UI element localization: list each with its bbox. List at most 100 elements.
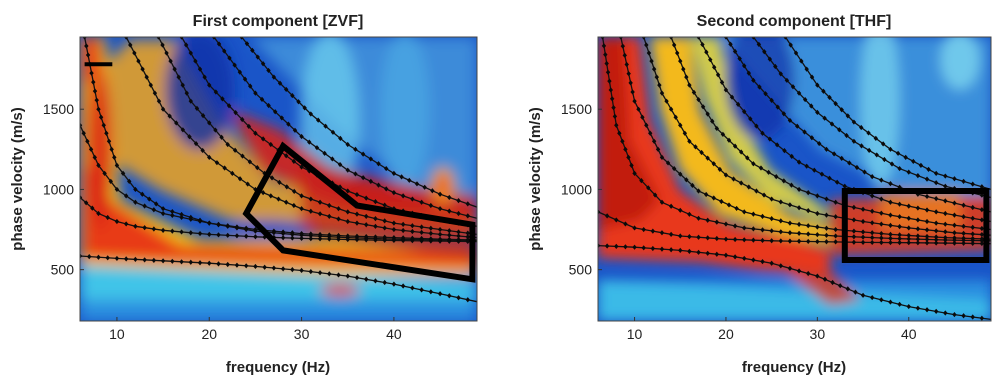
series-point — [105, 214, 110, 221]
series-point — [851, 119, 857, 125]
series-point — [782, 148, 787, 154]
y-axis-label: phase velocity (m/s) — [9, 107, 26, 250]
series-point — [837, 283, 843, 289]
series-point — [170, 212, 175, 219]
series-point — [784, 77, 790, 83]
series-point — [80, 122, 83, 128]
series-point — [323, 123, 328, 129]
series-point — [723, 236, 729, 242]
series-point — [364, 222, 369, 228]
series-point — [317, 270, 323, 276]
series-point — [874, 152, 879, 158]
series-point — [844, 132, 849, 139]
series-point — [712, 64, 717, 70]
y-tick-labels: 500 1000 1500 — [561, 101, 602, 278]
series-point — [933, 234, 939, 240]
series-point — [360, 151, 366, 157]
series-point — [179, 259, 184, 265]
series-point — [711, 161, 716, 167]
series-point — [711, 195, 716, 201]
series-point — [327, 232, 332, 238]
series-point — [742, 63, 747, 69]
series-point — [678, 247, 683, 254]
series-point — [337, 161, 343, 168]
series-point — [316, 117, 321, 123]
series-point — [723, 252, 729, 258]
series-point — [160, 210, 166, 217]
series-point — [368, 156, 374, 162]
x-tick-label: 20 — [718, 326, 734, 342]
series-point — [943, 240, 948, 246]
series-point — [664, 98, 669, 104]
series-point — [260, 61, 266, 67]
series-point — [382, 218, 387, 224]
series-point — [804, 66, 809, 72]
series-point — [715, 72, 721, 78]
series-point — [906, 215, 911, 221]
series-point — [216, 221, 221, 228]
series-point — [447, 208, 452, 214]
series-point — [952, 222, 957, 228]
series-point — [160, 42, 165, 48]
series-point — [646, 50, 652, 56]
series-point — [812, 167, 817, 173]
series-point — [751, 37, 756, 40]
series-point — [746, 70, 752, 76]
series-point — [644, 122, 649, 128]
series-point — [866, 130, 871, 136]
series-point — [368, 178, 374, 185]
series-point — [419, 229, 424, 236]
series-point — [769, 228, 774, 234]
series-point — [629, 162, 634, 168]
series-point — [253, 90, 258, 96]
series-point — [91, 79, 96, 85]
series-point — [172, 66, 177, 72]
series-point — [211, 37, 217, 40]
series-point — [273, 109, 278, 115]
series-point — [626, 71, 631, 77]
x-axis-label: frequency (Hz) — [742, 359, 846, 376]
series-point — [243, 263, 249, 269]
series-point — [384, 165, 389, 172]
series-point — [732, 48, 738, 55]
series-point — [419, 224, 424, 230]
series-point — [142, 203, 147, 209]
series-point — [430, 188, 435, 194]
series-point — [952, 212, 957, 218]
y-tick-label: 1000 — [43, 181, 74, 197]
series-point — [428, 225, 434, 231]
series-point — [815, 210, 820, 217]
series-point — [742, 109, 747, 115]
series-point — [419, 199, 424, 205]
highlight-box — [242, 141, 476, 283]
series-point — [705, 217, 710, 223]
series-point — [391, 234, 397, 241]
series-point — [105, 255, 110, 261]
series-point — [456, 210, 461, 217]
series-point — [769, 97, 774, 103]
series-point — [760, 227, 765, 233]
series-point — [174, 120, 179, 126]
series-point — [148, 82, 153, 88]
series-point — [789, 153, 794, 159]
series-point — [465, 213, 470, 219]
series-point — [132, 50, 137, 56]
series-point — [751, 257, 756, 263]
series-point — [391, 281, 397, 287]
series-point — [237, 176, 243, 182]
series-point — [809, 135, 815, 141]
series-point — [943, 183, 948, 189]
series-point — [787, 265, 793, 271]
series-point — [240, 116, 245, 123]
series-point — [283, 199, 289, 205]
series-point — [829, 121, 835, 127]
series-point — [860, 234, 866, 240]
series-point — [754, 123, 759, 129]
series-point — [410, 196, 415, 202]
series-point — [216, 41, 222, 47]
series-point — [888, 239, 893, 246]
series-point — [630, 89, 635, 95]
series-point — [336, 216, 341, 222]
series-point — [869, 239, 875, 246]
series-point — [879, 221, 884, 227]
